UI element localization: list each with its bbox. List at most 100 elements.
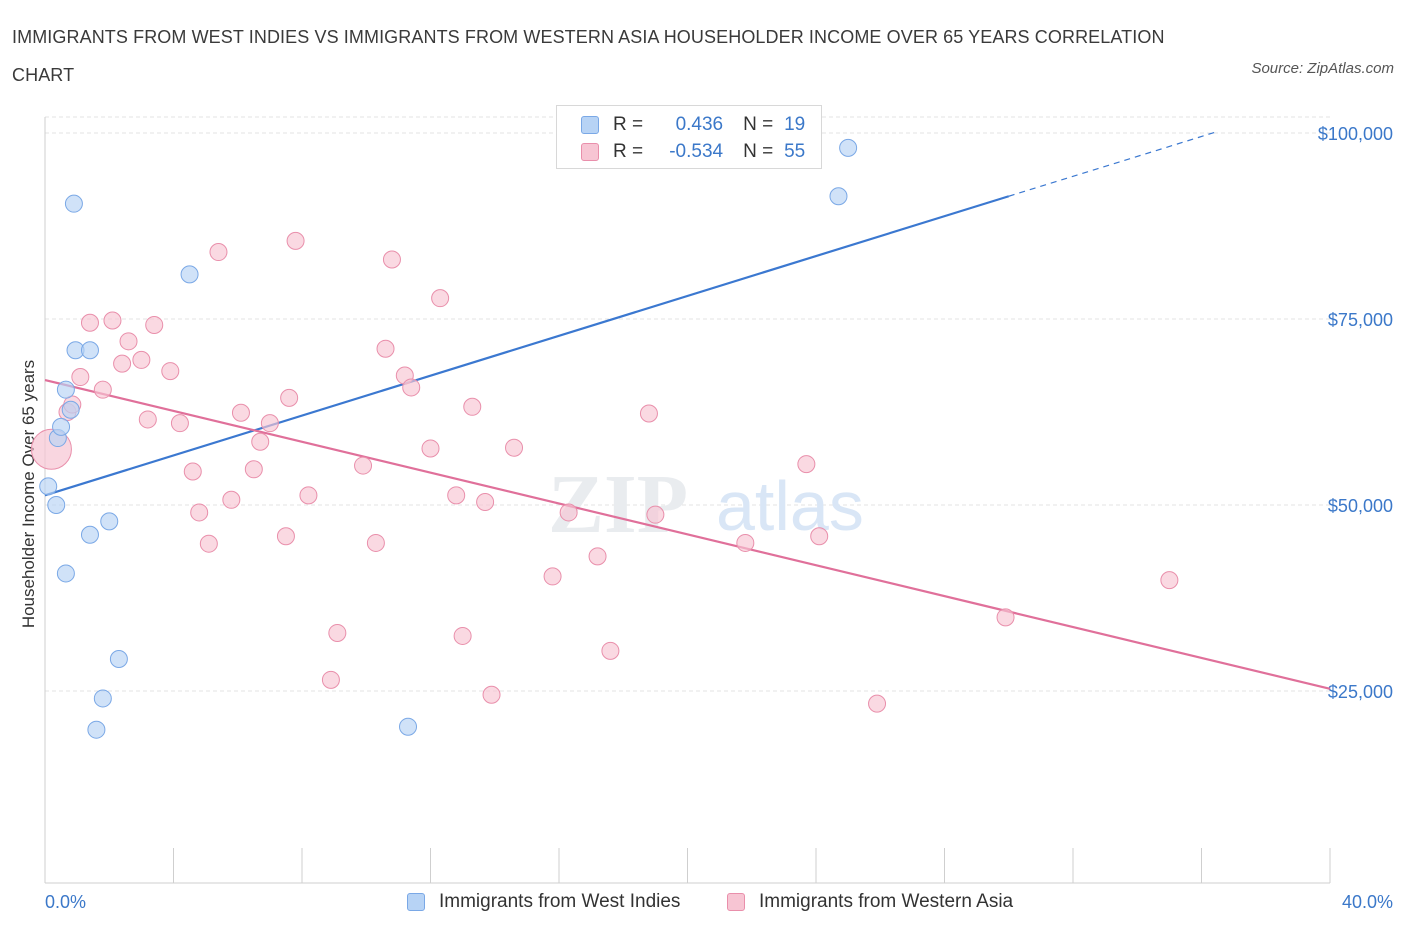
data-point <box>222 490 241 509</box>
data-point <box>109 650 128 669</box>
data-point <box>93 380 112 399</box>
data-point <box>244 460 263 479</box>
data-point <box>797 455 816 474</box>
data-point <box>402 378 421 397</box>
x-tick-label: 0.0% <box>45 892 86 912</box>
data-point <box>93 689 112 708</box>
correlation-legend: R = 0.436 N = 19 R = -0.534 N = 55 <box>556 105 822 169</box>
data-point <box>868 694 887 713</box>
data-point <box>180 265 199 284</box>
x-tick-labels: 0.0% 40.0% <box>45 892 1393 912</box>
data-point <box>199 534 218 553</box>
series-legend-western-asia: Immigrants from Western Asia <box>727 888 1013 916</box>
data-point <box>80 525 99 544</box>
data-point <box>132 350 151 369</box>
data-point <box>829 187 848 206</box>
source-label: Source: ZipAtlas.com <box>1251 60 1394 77</box>
legend-swatch-pink <box>581 143 599 161</box>
legend-swatch-blue <box>581 116 599 134</box>
legend-r-label: R = <box>613 114 644 135</box>
data-point <box>71 368 90 387</box>
data-point <box>276 527 295 546</box>
y-tick-label: $50,000 <box>1328 496 1393 516</box>
data-point <box>299 486 318 505</box>
data-point <box>1160 571 1179 590</box>
trend-line <box>44 378 1331 690</box>
data-point <box>87 720 106 739</box>
data-point <box>639 404 658 423</box>
watermark-atlas: atlas <box>716 467 864 545</box>
data-point <box>145 315 164 334</box>
data-point <box>421 439 440 458</box>
data-point <box>56 564 75 583</box>
data-point <box>161 362 180 381</box>
data-point <box>382 250 401 269</box>
data-point <box>80 341 99 360</box>
trend-lines <box>44 130 1331 690</box>
x-tick-label: 40.0% <box>1342 892 1393 912</box>
data-point <box>80 313 99 332</box>
gridlines <box>45 116 1330 692</box>
data-point <box>64 194 83 213</box>
data-point <box>366 533 385 552</box>
data-point <box>170 414 189 433</box>
data-point <box>286 231 305 250</box>
data-point <box>810 527 829 546</box>
data-point <box>376 339 395 358</box>
legend-row-western-asia: R = -0.534 N = 55 <box>581 140 805 164</box>
data-point <box>463 397 482 416</box>
data-point <box>646 505 665 524</box>
series-swatch-blue <box>407 893 425 911</box>
data-point <box>260 414 279 433</box>
series-legend-west-indies: Immigrants from West Indies <box>407 888 680 916</box>
y-tick-label: $25,000 <box>1328 682 1393 702</box>
series-swatch-pink <box>727 893 745 911</box>
y-tick-label: $100,000 <box>1318 124 1393 144</box>
data-point <box>52 417 71 436</box>
data-point <box>251 432 270 451</box>
data-point <box>601 641 620 660</box>
data-point <box>736 533 755 552</box>
data-point <box>231 403 250 422</box>
data-point <box>354 456 373 475</box>
legend-r-value: -0.534 <box>669 141 724 162</box>
data-point <box>321 670 340 689</box>
x-axis <box>44 117 1331 884</box>
data-point <box>47 496 66 514</box>
trend-line-extension <box>1008 130 1218 197</box>
data-point <box>839 138 858 157</box>
data-point <box>588 547 607 566</box>
legend-n-value: 19 <box>784 114 806 135</box>
data-point <box>996 608 1015 627</box>
data-point <box>431 289 450 308</box>
data-point <box>183 462 202 481</box>
trend-line <box>44 195 1010 497</box>
data-point <box>453 626 472 645</box>
data-point <box>482 685 501 704</box>
legend-n-label: N = <box>743 114 774 135</box>
data-point <box>209 243 228 262</box>
data-point <box>113 354 132 373</box>
data-point <box>61 400 80 419</box>
chart-title: IMMIGRANTS FROM WEST INDIES VS IMMIGRANT… <box>12 27 1165 85</box>
data-point <box>280 388 299 407</box>
data-point <box>190 503 209 522</box>
legend-r-value: 0.436 <box>675 114 724 135</box>
legend-n-label: N = <box>743 141 774 162</box>
series-label-western-asia: Immigrants from Western Asia <box>759 891 1014 912</box>
series-label-west-indies: Immigrants from West Indies <box>439 891 681 912</box>
data-point <box>100 512 119 531</box>
data-point <box>559 503 578 522</box>
points-blue <box>39 138 858 739</box>
legend-n-value: 55 <box>784 141 806 162</box>
legend-r-label: R = <box>613 141 644 162</box>
data-point <box>476 493 495 512</box>
data-point <box>328 623 347 642</box>
legend-row-west-indies: R = 0.436 N = 19 <box>581 113 805 137</box>
data-point <box>138 410 157 429</box>
data-point <box>103 311 122 330</box>
y-tick-labels: $25,000 $50,000 $75,000 $100,000 <box>1318 124 1393 702</box>
data-point <box>119 332 138 351</box>
data-point <box>543 567 562 586</box>
